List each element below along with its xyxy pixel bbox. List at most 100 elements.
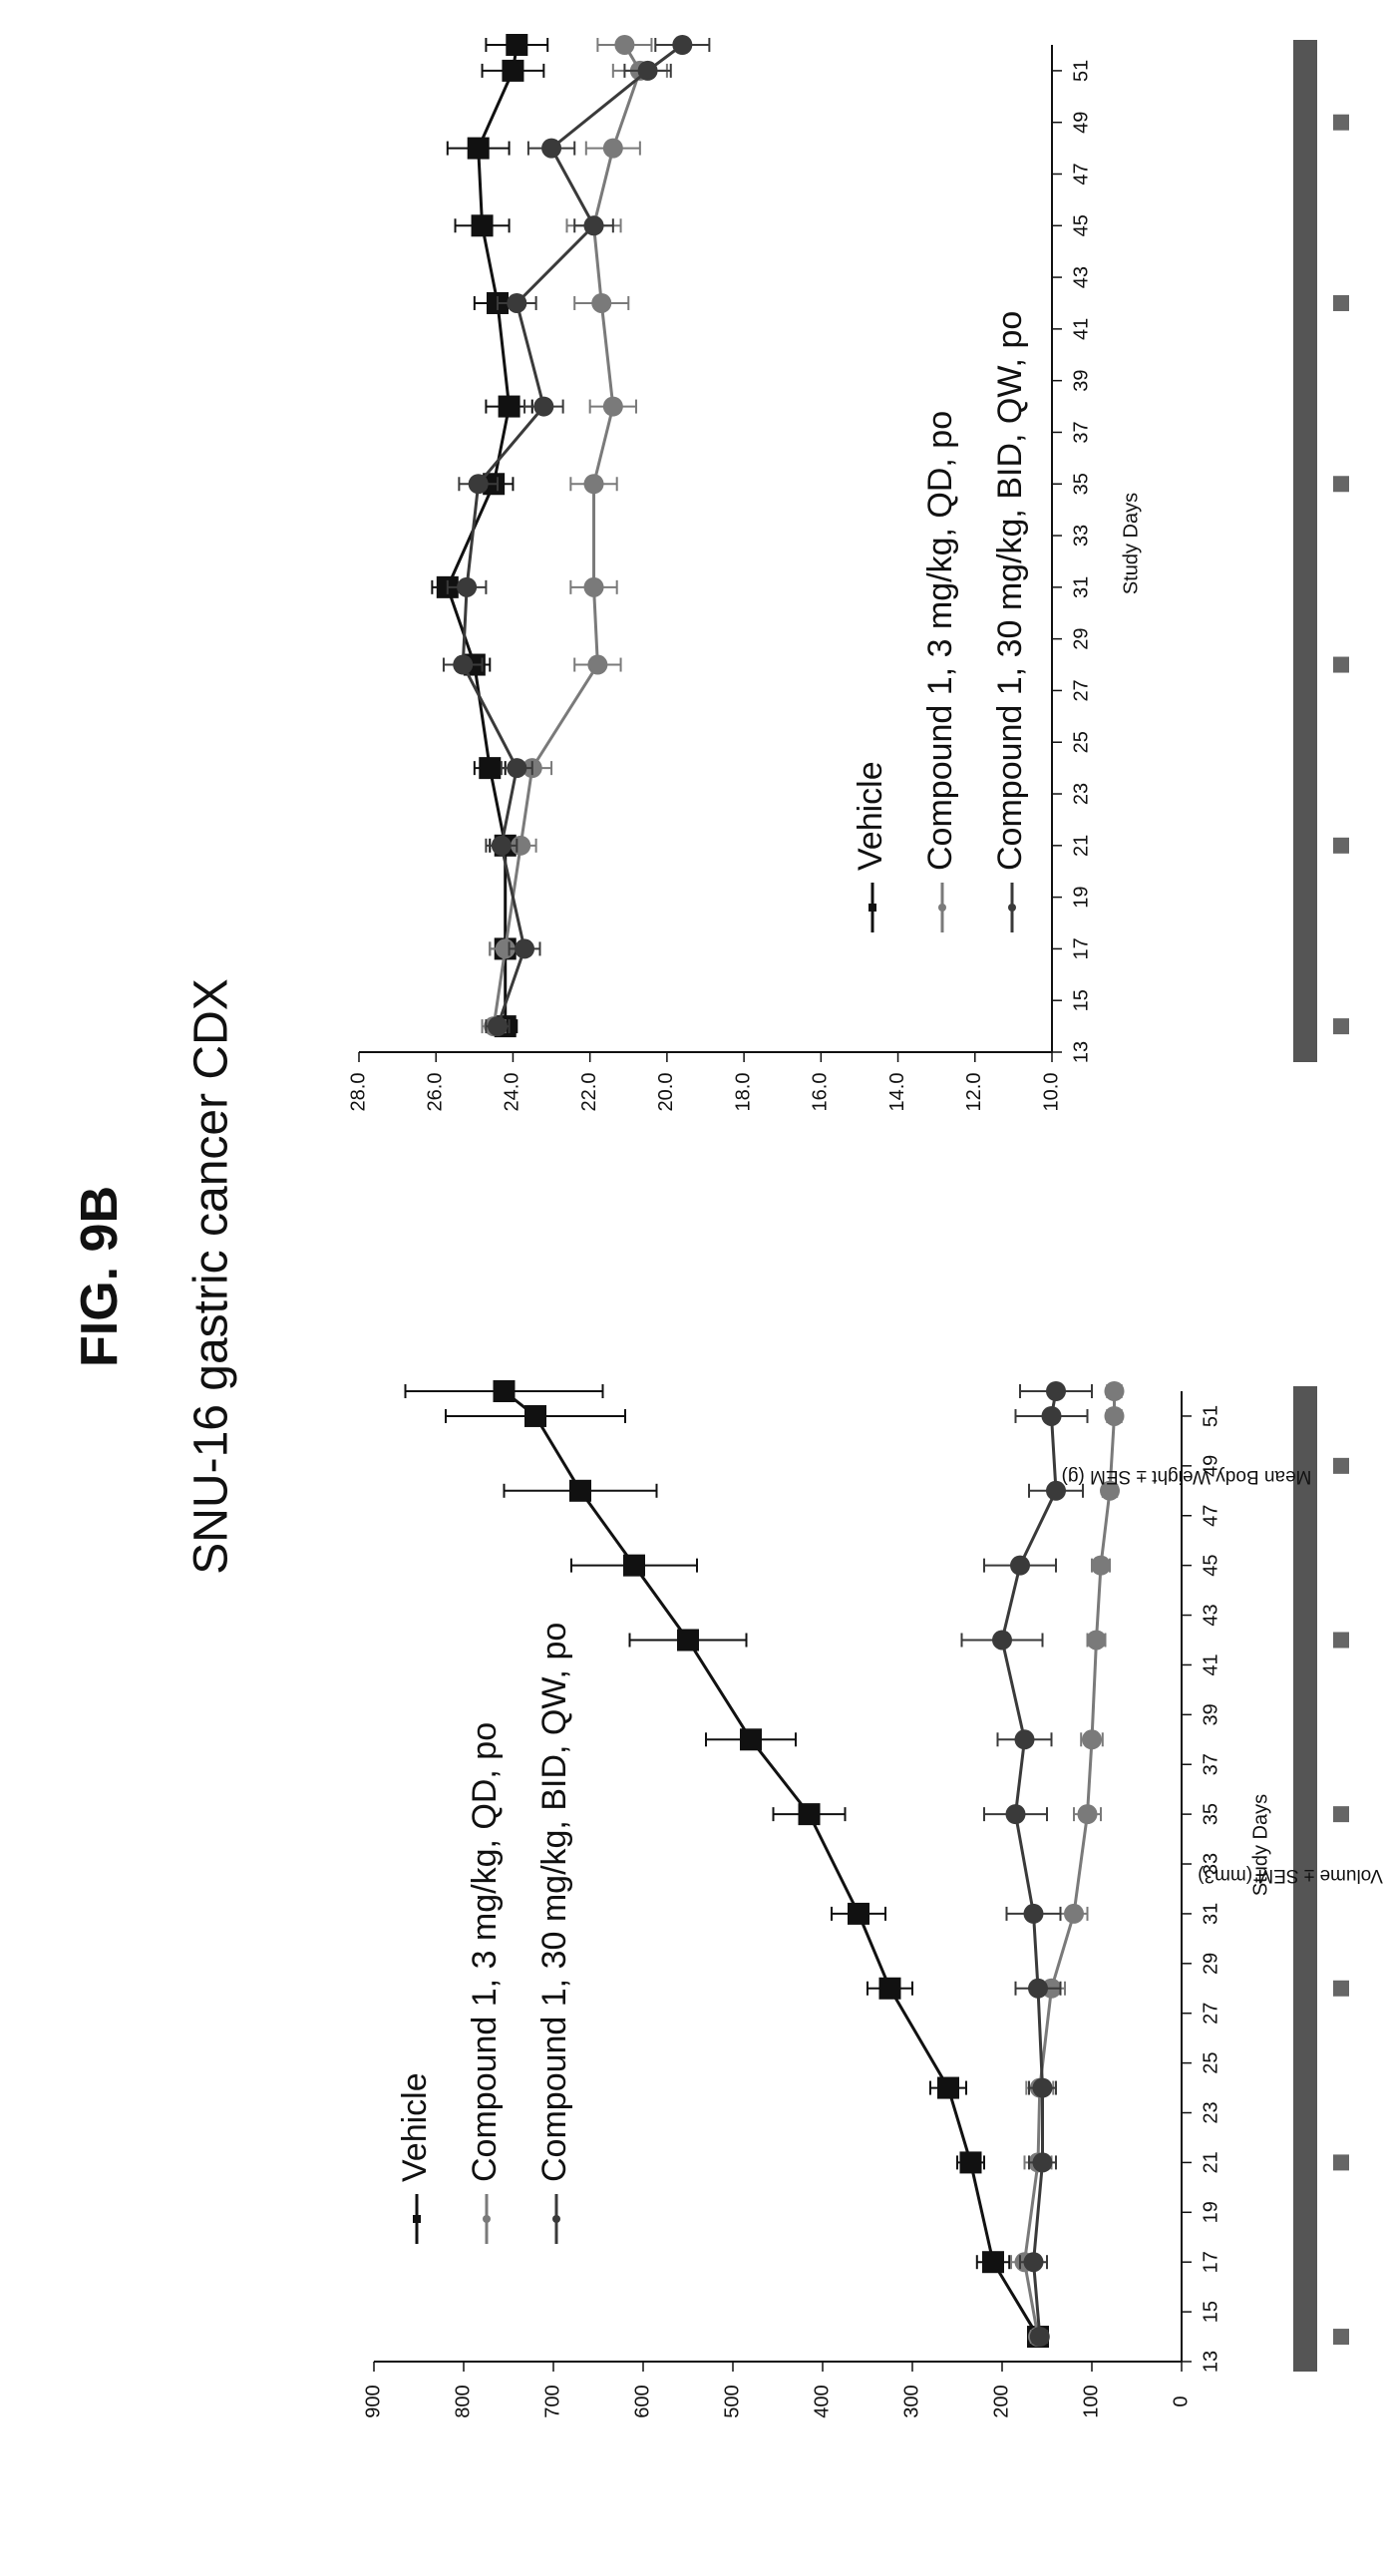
series-3 bbox=[442, 35, 711, 1037]
x-axis-label: Study Days bbox=[1120, 493, 1142, 594]
data-point bbox=[1064, 1903, 1084, 1924]
series-1 bbox=[431, 34, 549, 1038]
x-tick-label: 27 bbox=[1200, 2003, 1221, 2024]
data-point bbox=[623, 1554, 645, 1577]
y-axis-label: Mean Body Weight ± SEM (g) bbox=[1062, 1466, 1312, 1487]
series-2 bbox=[481, 35, 668, 1037]
data-point bbox=[506, 34, 528, 56]
x-tick-label: 39 bbox=[1200, 1703, 1221, 1725]
data-point bbox=[637, 60, 658, 81]
x-tick-label: 49 bbox=[1070, 112, 1092, 134]
x-tick-label: 47 bbox=[1070, 163, 1092, 184]
x-tick-label: 29 bbox=[1200, 1953, 1221, 1975]
legend-label: Vehicle bbox=[396, 2072, 434, 2182]
data-point bbox=[533, 396, 554, 417]
legend-swatch-marker bbox=[552, 2215, 560, 2223]
x-tick-label: 13 bbox=[1070, 1041, 1092, 1063]
legend-label: Compound 1, 30 mg/kg, BID, QW, po bbox=[535, 1623, 573, 2182]
series-2 bbox=[1010, 1381, 1125, 2348]
x-tick-label: 51 bbox=[1070, 60, 1092, 82]
body-weight-chart bbox=[358, 34, 1349, 1062]
x-tick-label: 25 bbox=[1200, 2051, 1221, 2073]
dosing-marker bbox=[1333, 1980, 1349, 1997]
data-point bbox=[1023, 2252, 1044, 2273]
series-3 bbox=[960, 1381, 1093, 2348]
data-point bbox=[541, 138, 562, 159]
data-point bbox=[488, 1016, 508, 1037]
x-tick-label: 15 bbox=[1070, 989, 1092, 1011]
x-tick-label: 33 bbox=[1070, 525, 1092, 547]
series-line bbox=[446, 44, 519, 1027]
y-tick-label: 300 bbox=[900, 2385, 922, 2417]
legend-swatch-marker bbox=[483, 2215, 491, 2223]
data-point bbox=[1082, 1729, 1102, 1750]
x-tick-label: 37 bbox=[1070, 421, 1092, 443]
series-line bbox=[492, 44, 642, 1027]
x-tick-label: 41 bbox=[1070, 318, 1092, 340]
figure-title: FIG. 9B bbox=[71, 1185, 129, 1368]
x-tick-label: 43 bbox=[1200, 1604, 1221, 1626]
legend-swatch-marker bbox=[868, 904, 876, 912]
x-tick-label: 21 bbox=[1200, 2151, 1221, 2173]
data-point bbox=[878, 1977, 901, 2000]
y-tick-label: 900 bbox=[362, 2385, 384, 2417]
data-point bbox=[959, 2151, 982, 2174]
data-point bbox=[1046, 1381, 1066, 1401]
tumor-volume-chart bbox=[373, 1380, 1349, 2372]
data-point bbox=[1041, 1405, 1062, 1426]
data-point bbox=[453, 654, 474, 675]
x-tick-label: 31 bbox=[1070, 576, 1092, 598]
x-tick-label: 35 bbox=[1070, 473, 1092, 495]
data-point bbox=[583, 576, 604, 597]
dosing-marker bbox=[1333, 837, 1349, 854]
data-point bbox=[583, 215, 604, 236]
x-tick-label: 15 bbox=[1200, 2301, 1221, 2323]
y-tick-label: 26.0 bbox=[425, 1073, 447, 1112]
legend-swatch-marker bbox=[938, 904, 946, 912]
data-point bbox=[1104, 1405, 1125, 1426]
data-point bbox=[982, 2251, 1004, 2274]
data-point bbox=[1032, 2077, 1053, 2098]
data-point bbox=[479, 757, 502, 780]
x-tick-label: 47 bbox=[1200, 1505, 1221, 1527]
data-point bbox=[602, 138, 623, 159]
y-tick-label: 200 bbox=[990, 2385, 1012, 2417]
data-point bbox=[1032, 2152, 1053, 2173]
x-tick-label: 39 bbox=[1070, 370, 1092, 392]
legend-swatch-marker bbox=[1008, 904, 1016, 912]
x-tick-label: 45 bbox=[1200, 1555, 1221, 1577]
data-point bbox=[507, 292, 527, 313]
data-point bbox=[1029, 2327, 1050, 2348]
data-point bbox=[798, 1803, 821, 1826]
x-tick-label: 17 bbox=[1070, 937, 1092, 959]
x-axis-label: Study Days bbox=[1249, 1794, 1271, 1896]
y-tick-label: 700 bbox=[541, 2385, 563, 2417]
data-point bbox=[491, 835, 512, 856]
data-point bbox=[457, 576, 478, 597]
y-tick-label: 16.0 bbox=[810, 1073, 832, 1112]
data-point bbox=[677, 1629, 699, 1652]
data-point bbox=[569, 1479, 591, 1502]
data-point bbox=[493, 1380, 516, 1402]
x-tick-label: 49 bbox=[1200, 1455, 1221, 1477]
data-point bbox=[602, 396, 623, 417]
x-tick-label: 31 bbox=[1200, 1903, 1221, 1925]
data-point bbox=[471, 214, 494, 237]
data-point bbox=[1091, 1555, 1111, 1576]
data-point bbox=[1028, 1978, 1048, 1999]
x-tick-label: 23 bbox=[1070, 783, 1092, 805]
dosing-marker bbox=[1333, 1806, 1349, 1823]
x-tick-label: 51 bbox=[1200, 1405, 1221, 1427]
dosing-marker bbox=[1333, 114, 1349, 131]
x-tick-label: 33 bbox=[1200, 1853, 1221, 1875]
x-tick-label: 27 bbox=[1070, 679, 1092, 701]
data-point bbox=[1010, 1555, 1030, 1576]
y-axis-label: Mean Tumor Volume ± SEM (mm3) bbox=[1198, 1865, 1387, 1886]
y-tick-label: 14.0 bbox=[886, 1073, 908, 1112]
x-tick-label: 13 bbox=[1200, 2351, 1221, 2373]
data-point bbox=[614, 35, 635, 55]
y-tick-label: 500 bbox=[721, 2385, 743, 2417]
y-tick-label: 400 bbox=[811, 2385, 833, 2417]
treatment-period-bar bbox=[1293, 40, 1317, 1062]
